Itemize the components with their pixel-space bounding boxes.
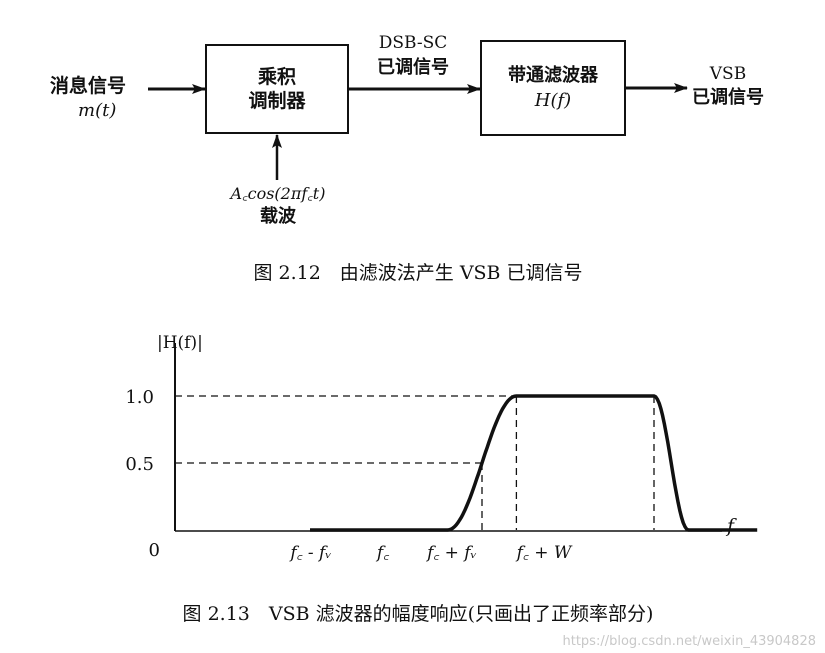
input-symbol: m(t) — [78, 100, 116, 121]
output-label: VSB — [709, 64, 746, 84]
block1-label-line2: 调制器 — [248, 89, 306, 112]
product-modulator-block — [205, 44, 349, 134]
block2-label-line2: H(f) — [534, 90, 571, 111]
y-tick-label: 0.5 — [125, 454, 154, 475]
input-label: 消息信号 — [50, 74, 126, 97]
x-tick-label: f꜀ — [375, 543, 389, 563]
x-tick-label: f꜀ - fᵥ — [288, 543, 331, 563]
caption-fig-2-13: 图 2.13 VSB 滤波器的幅度响应(只画出了正频率部分) — [183, 603, 654, 625]
watermark: https://blog.csdn.net/weixin_43904828 — [562, 634, 816, 649]
x-tick-label: f꜀ + W — [515, 543, 573, 563]
output-sublabel: 已调信号 — [692, 86, 764, 108]
block2-label-line1: 带通滤波器 — [508, 64, 599, 86]
caption-fig-2-12: 图 2.12 由滤波法产生 VSB 已调信号 — [253, 262, 582, 284]
frequency-response-chart: |H(f)| f 1.0 0.5 0 f꜀ - fᵥ f꜀ f꜀ + fᵥ f꜀… — [125, 333, 758, 625]
response-curve — [309, 394, 758, 532]
block-diagram: 消息信号 m(t) 乘积 调制器 A꜀cos(2πf꜀t) 载波 DSB-SC … — [50, 33, 764, 284]
block1-label-line1: 乘积 — [257, 66, 296, 88]
reference-guides — [175, 395, 655, 530]
bandpass-filter-block — [480, 40, 626, 136]
x-tick-label: f꜀ + fᵥ — [425, 543, 477, 563]
y-axis-label: |H(f)| — [157, 333, 203, 353]
dsb-sc-label: DSB-SC — [379, 33, 447, 53]
carrier-label: 载波 — [260, 205, 297, 227]
x-axis-label: f — [725, 515, 737, 537]
carrier-expression: A꜀cos(2πf꜀t) — [229, 184, 326, 203]
dsb-sc-sublabel: 已调信号 — [377, 56, 449, 78]
y-tick-label: 1.0 — [125, 387, 154, 408]
y-tick-label: 0 — [149, 540, 160, 561]
